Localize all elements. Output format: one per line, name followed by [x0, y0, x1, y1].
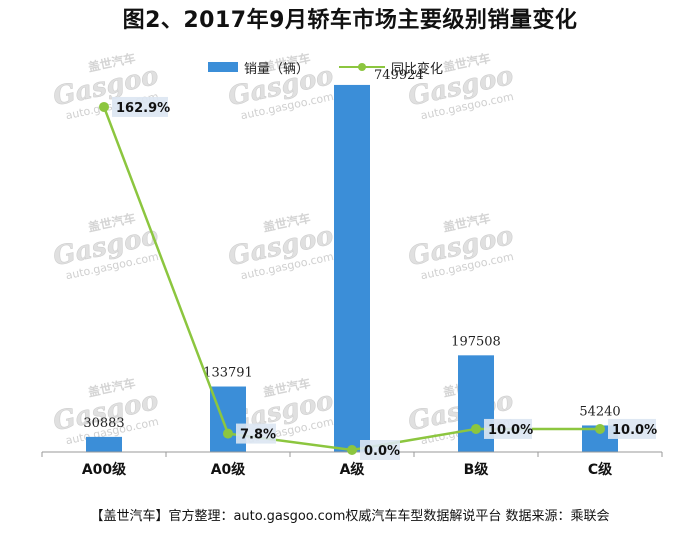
yoy-value-label: 10.0% — [612, 423, 657, 438]
legend-label-sales: 销量（辆） — [244, 61, 310, 77]
chart-legend: 销量（辆） 同比变化 — [208, 57, 473, 77]
legend-label-yoy: 同比变化 — [391, 61, 444, 77]
legend-bar-swatch — [208, 62, 238, 72]
yoy-label-box — [608, 418, 656, 439]
yoy-label-box — [484, 418, 532, 439]
x-tick-label: A0级 — [211, 461, 247, 478]
yoy-label-box — [112, 96, 168, 117]
bar-0 — [86, 436, 122, 452]
chart-title: 图2、2017年9月轿车市场主要级别销量变化 — [122, 8, 578, 33]
x-tick-label: A00级 — [82, 461, 127, 478]
x-tick-label: A级 — [340, 461, 366, 478]
bar-value-label: 749924 — [374, 68, 424, 83]
yoy-value-label: 162.9% — [116, 101, 170, 116]
yoy-point-4 — [595, 423, 605, 434]
x-tick-label: B级 — [464, 461, 490, 478]
yoy-point-2 — [347, 445, 357, 455]
bar-value-label: 54240 — [579, 404, 620, 419]
yoy-label-box — [236, 423, 276, 444]
yoy-point-0 — [99, 101, 109, 112]
yoy-value-label: 0.0% — [364, 444, 400, 459]
yoy-label-box — [360, 440, 400, 460]
yoy-point-3 — [471, 423, 481, 434]
bar-value-label: 197508 — [451, 334, 501, 349]
bar-value-label: 133791 — [203, 366, 253, 381]
bar-value-label: 30883 — [83, 416, 124, 431]
yoy-value-label: 7.8% — [240, 428, 276, 443]
footer-source: 【盖世汽车】官方整理：auto.gasgoo.com权威汽车车型数据解说平台 数… — [90, 509, 610, 524]
yoy-value-label: 10.0% — [488, 423, 533, 438]
x-tick-label: C级 — [588, 461, 613, 478]
legend-item-sales: 销量（辆） — [208, 58, 309, 77]
yoy-point-1 — [223, 428, 233, 439]
bar-2 — [334, 84, 370, 452]
legend-line-swatch — [339, 62, 386, 72]
legend-item-yoy: 同比变化 — [339, 58, 443, 77]
